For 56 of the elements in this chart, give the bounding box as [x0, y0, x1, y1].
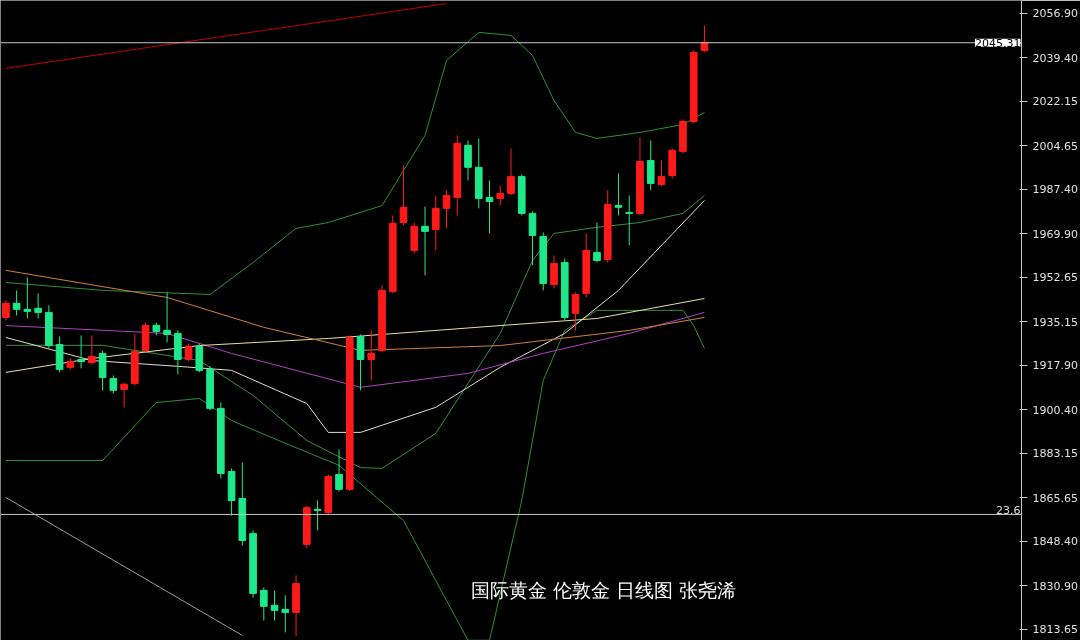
y-tick-label: 1987.40 — [1032, 183, 1078, 197]
candlestick — [77, 334, 85, 369]
ref-line-label: 2045.31 — [974, 36, 1021, 50]
candlestick — [335, 448, 343, 492]
y-tick-label: 1935.15 — [1032, 315, 1078, 329]
candlestick — [367, 329, 376, 381]
candlestick — [431, 194, 440, 251]
y-tick-label: 2004.65 — [1032, 139, 1078, 153]
candlestick — [485, 180, 494, 234]
y-tick-label: 1952.65 — [1032, 271, 1078, 285]
candlestick — [528, 210, 537, 266]
candlestick — [270, 589, 279, 621]
y-tick-label: 1883.15 — [1032, 447, 1078, 461]
y-tick-label: 1813.65 — [1032, 623, 1078, 637]
line-series — [5, 194, 705, 469]
candlestick — [442, 189, 451, 229]
candlestick — [399, 164, 408, 226]
y-tick-label: 1865.65 — [1032, 491, 1078, 505]
line-series — [5, 269, 705, 351]
y-tick-label: 2039.40 — [1032, 51, 1078, 65]
candlestick — [259, 586, 268, 621]
candlestick — [700, 24, 709, 53]
line-series — [5, 311, 705, 388]
candlestick — [2, 300, 10, 321]
line-series — [5, 31, 705, 295]
candlestick — [281, 594, 290, 633]
y-tick-label: 2022.15 — [1032, 95, 1078, 109]
candlestick — [12, 289, 21, 316]
candlestick — [507, 147, 515, 196]
candlestick — [464, 140, 472, 181]
line-series — [5, 297, 705, 373]
candlestick — [646, 140, 655, 191]
candlestick — [356, 333, 365, 391]
y-tick-label: 1830.90 — [1032, 579, 1078, 593]
candlestick — [421, 206, 429, 276]
candlestick — [571, 291, 580, 331]
y-tick-label: 1900.40 — [1032, 403, 1078, 417]
candlestick — [120, 382, 128, 408]
candlestick — [34, 292, 42, 319]
candlestick — [23, 276, 32, 319]
candlestick — [163, 291, 171, 343]
y-tick-label: 1848.40 — [1032, 535, 1078, 549]
candlestick — [550, 254, 558, 289]
annotation: 23.6 — [995, 504, 1021, 518]
candlestick — [496, 185, 505, 207]
line-series — [5, 200, 705, 433]
annotation: 国际黄金 伦敦金 日线图 张尧浠 — [470, 578, 736, 601]
candlestick — [614, 172, 623, 216]
y-tick-label: 1917.90 — [1032, 359, 1078, 373]
candlestick — [313, 500, 322, 531]
y-tick-label: 1969.90 — [1032, 227, 1078, 241]
candlestick — [625, 194, 634, 246]
candlestick — [88, 334, 96, 366]
y-tick-label: 2056.90 — [1032, 7, 1078, 21]
candlestick — [593, 222, 601, 264]
candlestick — [657, 160, 666, 187]
